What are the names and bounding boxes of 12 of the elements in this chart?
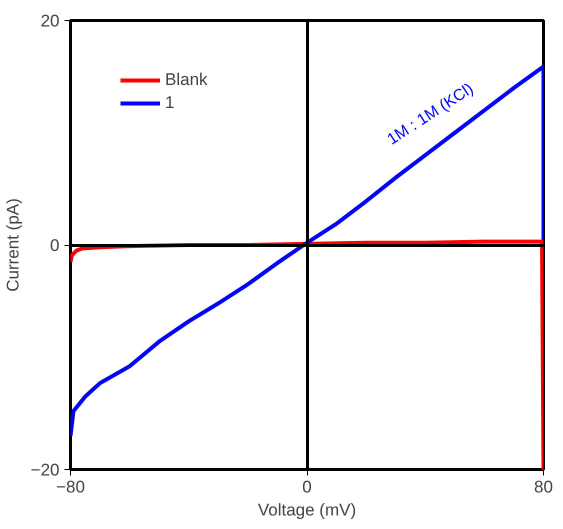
line-series — [70, 240, 544, 470]
x-tick-label: 0 — [302, 478, 312, 496]
y-tick-label: 0 — [50, 236, 60, 255]
y-axis-title: Current (pA) — [4, 198, 23, 292]
x-tick-label: −80 — [56, 478, 85, 496]
x-axis-title: Voltage (mV) — [258, 500, 356, 520]
legend-label: Blank — [165, 70, 208, 90]
line-series — [70, 64, 544, 438]
legend-label: 1 — [165, 93, 176, 113]
y-tick-label: −20 — [30, 460, 60, 480]
y-tick-label: 20 — [40, 12, 60, 30]
x-tick-label: 80 — [534, 478, 553, 496]
